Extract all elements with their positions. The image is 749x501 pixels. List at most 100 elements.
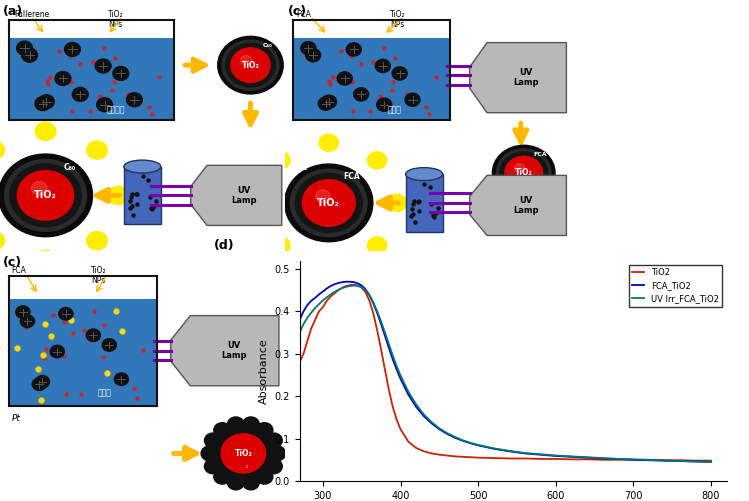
Polygon shape (171, 316, 279, 386)
UV Irr_FCA_TiO2 (660, 457, 669, 463)
UV Irr_FCA_TiO2 (458, 437, 467, 443)
Circle shape (301, 42, 316, 55)
Circle shape (318, 97, 333, 110)
Text: 수용액: 수용액 (98, 388, 112, 397)
Circle shape (315, 190, 330, 203)
Circle shape (295, 173, 363, 232)
UV Irr_FCA_TiO2 (311, 305, 320, 311)
Circle shape (16, 41, 32, 55)
Circle shape (367, 237, 386, 254)
Circle shape (213, 423, 231, 437)
Circle shape (58, 308, 73, 320)
Text: TiO₂: TiO₂ (241, 61, 259, 70)
TiO2 (295, 359, 304, 365)
Circle shape (228, 417, 244, 432)
Text: TiO₂: TiO₂ (515, 168, 533, 177)
UV Irr_FCA_TiO2 (369, 300, 377, 306)
Circle shape (35, 122, 56, 140)
Circle shape (216, 429, 271, 478)
TiO2 (311, 317, 320, 323)
Text: Fullerene: Fullerene (14, 10, 49, 19)
Circle shape (64, 43, 80, 57)
Circle shape (35, 250, 56, 269)
TiO2 (691, 457, 700, 463)
Circle shape (505, 156, 542, 189)
TiO2 (458, 454, 467, 460)
Circle shape (20, 315, 34, 328)
Circle shape (515, 164, 525, 173)
FCA_TiO2 (706, 459, 715, 465)
Text: TiO₂: TiO₂ (318, 198, 340, 208)
Circle shape (405, 93, 420, 106)
Circle shape (497, 149, 551, 197)
FCA_TiO2 (443, 431, 452, 437)
Circle shape (113, 67, 129, 81)
Circle shape (17, 170, 73, 220)
Circle shape (321, 95, 336, 108)
UV Irr_FCA_TiO2 (392, 363, 401, 369)
Text: C₆₀: C₆₀ (10, 152, 22, 161)
Line: FCA_TiO2: FCA_TiO2 (300, 282, 711, 462)
Circle shape (225, 43, 276, 87)
Text: ₂: ₂ (246, 464, 248, 469)
Circle shape (50, 345, 64, 358)
Circle shape (270, 152, 290, 169)
Circle shape (102, 339, 116, 351)
Circle shape (87, 141, 107, 159)
FancyBboxPatch shape (293, 38, 449, 120)
Circle shape (0, 231, 4, 250)
Circle shape (265, 433, 282, 448)
Circle shape (95, 59, 111, 73)
Circle shape (108, 186, 129, 204)
Circle shape (221, 434, 266, 473)
UV Irr_FCA_TiO2 (706, 459, 715, 465)
Y-axis label: Absorbance: Absorbance (259, 338, 269, 404)
Circle shape (16, 306, 30, 318)
Circle shape (392, 67, 407, 80)
Text: Pt: Pt (11, 414, 20, 423)
Polygon shape (191, 165, 282, 225)
Circle shape (291, 169, 367, 236)
Text: UV
Lamp: UV Lamp (513, 68, 539, 87)
Circle shape (243, 475, 259, 490)
FCA_TiO2 (342, 279, 351, 285)
Ellipse shape (406, 168, 443, 180)
Circle shape (0, 141, 4, 159)
Legend: TiO2, FCA_TiO2, UV Irr_FCA_TiO2: TiO2, FCA_TiO2, UV Irr_FCA_TiO2 (628, 265, 722, 307)
Polygon shape (470, 175, 566, 235)
Circle shape (377, 98, 392, 111)
Circle shape (38, 95, 54, 109)
FancyBboxPatch shape (8, 299, 157, 406)
Circle shape (319, 134, 339, 151)
Circle shape (500, 152, 548, 194)
Text: 수용액: 수용액 (388, 106, 402, 115)
FCA_TiO2 (295, 317, 304, 323)
UV Irr_FCA_TiO2 (350, 283, 359, 289)
Circle shape (86, 329, 100, 342)
Circle shape (306, 49, 321, 62)
Circle shape (32, 378, 46, 390)
Circle shape (387, 194, 407, 211)
Circle shape (73, 87, 88, 101)
Circle shape (204, 459, 222, 474)
Circle shape (22, 48, 37, 62)
Circle shape (251, 194, 270, 211)
FCA_TiO2 (392, 366, 401, 372)
Circle shape (243, 417, 259, 432)
Circle shape (354, 88, 369, 101)
Text: UV
Lamp: UV Lamp (231, 186, 256, 205)
TiO2 (411, 445, 420, 451)
Circle shape (265, 459, 282, 474)
Circle shape (492, 145, 555, 200)
TiO2 (443, 452, 452, 458)
Text: TiO₂
NPs: TiO₂ NPs (91, 266, 106, 285)
Text: (c): (c) (3, 256, 22, 269)
Line: UV Irr_FCA_TiO2: UV Irr_FCA_TiO2 (300, 286, 711, 462)
FancyBboxPatch shape (8, 38, 174, 120)
FCA_TiO2 (458, 438, 467, 444)
Circle shape (337, 72, 352, 85)
Circle shape (269, 446, 285, 461)
Text: (c): (c) (288, 5, 306, 18)
Circle shape (87, 231, 107, 250)
Circle shape (367, 152, 386, 169)
